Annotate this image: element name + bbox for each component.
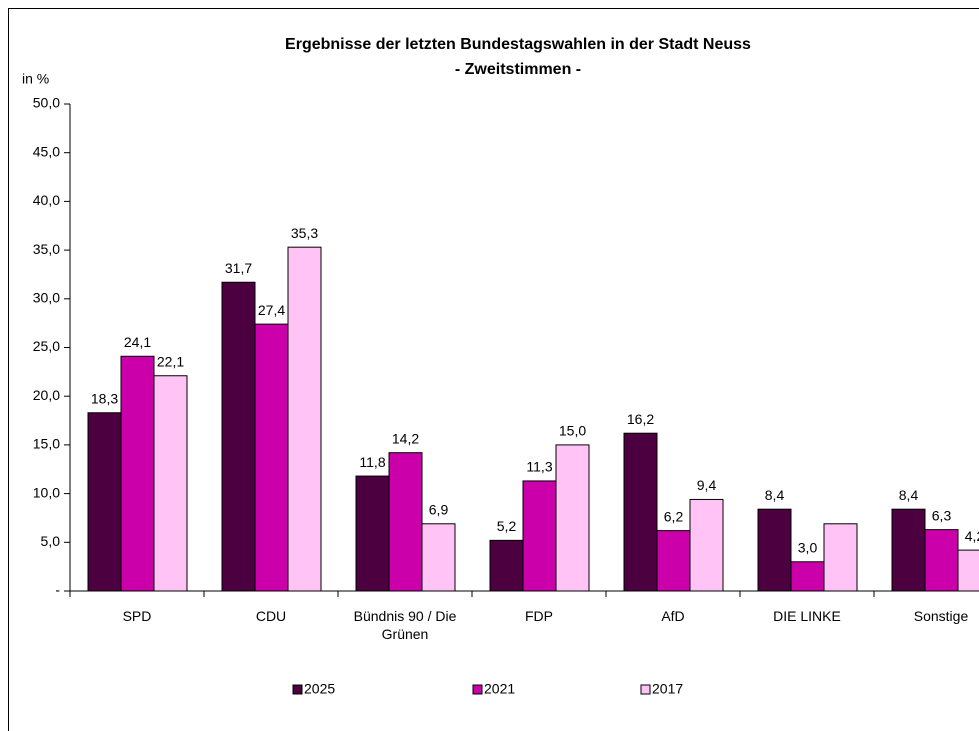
bar (355, 475, 390, 592)
bar (153, 375, 188, 592)
bar (656, 530, 691, 592)
bar (891, 508, 926, 592)
bar (823, 523, 858, 592)
x-tick-label: SPD (122, 608, 152, 624)
value-label: 27,4 (258, 302, 285, 318)
y-tick-label: 20,0 (33, 387, 60, 403)
chart-subtitle: - Zweitstimmen - (455, 61, 581, 78)
value-label: 4,2 (965, 528, 979, 544)
bar (489, 539, 524, 592)
legend-label: 2017 (652, 681, 683, 697)
bar (421, 523, 456, 592)
value-label: 18,3 (91, 390, 118, 406)
value-label: 11,8 (359, 454, 385, 470)
value-label: 35,3 (291, 225, 318, 241)
value-label: 8,4 (765, 487, 785, 503)
y-tick-label: 15,0 (33, 436, 60, 452)
value-label: 9,4 (697, 477, 717, 493)
value-label: 14,2 (392, 430, 419, 446)
y-tick-label: 45,0 (33, 143, 60, 159)
legend-label: 2021 (484, 681, 515, 697)
y-tick-label: 40,0 (33, 192, 60, 208)
value-label: 16,2 (627, 411, 654, 427)
value-label: 6,2 (664, 508, 684, 524)
y-tick-label: 30,0 (33, 290, 60, 306)
y-tick-label: 5,0 (41, 533, 61, 549)
bar (87, 412, 122, 592)
value-label: 15,0 (559, 423, 586, 439)
x-tick-label: Bündnis 90 / Die Grünen (353, 608, 457, 642)
legend-swatch (292, 684, 303, 695)
bar (623, 432, 658, 592)
value-label: 6,3 (932, 507, 952, 523)
x-tick-label: Sonstige (913, 608, 969, 624)
legend-swatch (640, 684, 651, 695)
y-tick-label: 50,0 (33, 95, 60, 111)
x-tick-label: AfD (661, 608, 685, 624)
y-tick-label: 10,0 (33, 484, 60, 500)
bar (957, 549, 979, 592)
chart-frame (8, 8, 979, 731)
value-label: 22,1 (157, 353, 184, 369)
bar (555, 444, 590, 592)
bar (221, 281, 256, 592)
x-tick-label: FDP (525, 608, 553, 624)
bar (757, 508, 792, 592)
y-tick-label: 35,0 (33, 241, 60, 257)
value-label: 11,3 (526, 459, 552, 475)
chart-title: Ergebnisse der letzten Bundestagswahlen … (285, 36, 751, 53)
bar (388, 452, 423, 592)
bar (689, 498, 724, 592)
value-label: 6,9 (429, 501, 449, 517)
bar (522, 480, 557, 592)
y-tick-label: 25,0 (33, 338, 60, 354)
value-label: 24,1 (124, 334, 151, 350)
bar (790, 561, 825, 592)
x-tick-label: CDU (255, 608, 287, 624)
x-tick-label: DIE LINKE (773, 608, 841, 624)
value-label: 3,0 (798, 539, 818, 555)
value-label: 8,4 (899, 487, 919, 503)
bar (924, 529, 959, 592)
y-axis-label: in % (22, 71, 49, 87)
value-label: 31,7 (225, 260, 252, 276)
bar (120, 355, 155, 592)
y-tick-label: - (55, 582, 60, 598)
bar (287, 246, 322, 592)
value-label: 5,2 (497, 518, 517, 534)
bar (254, 323, 289, 592)
legend-label: 2025 (304, 681, 335, 697)
legend-swatch (472, 684, 483, 695)
